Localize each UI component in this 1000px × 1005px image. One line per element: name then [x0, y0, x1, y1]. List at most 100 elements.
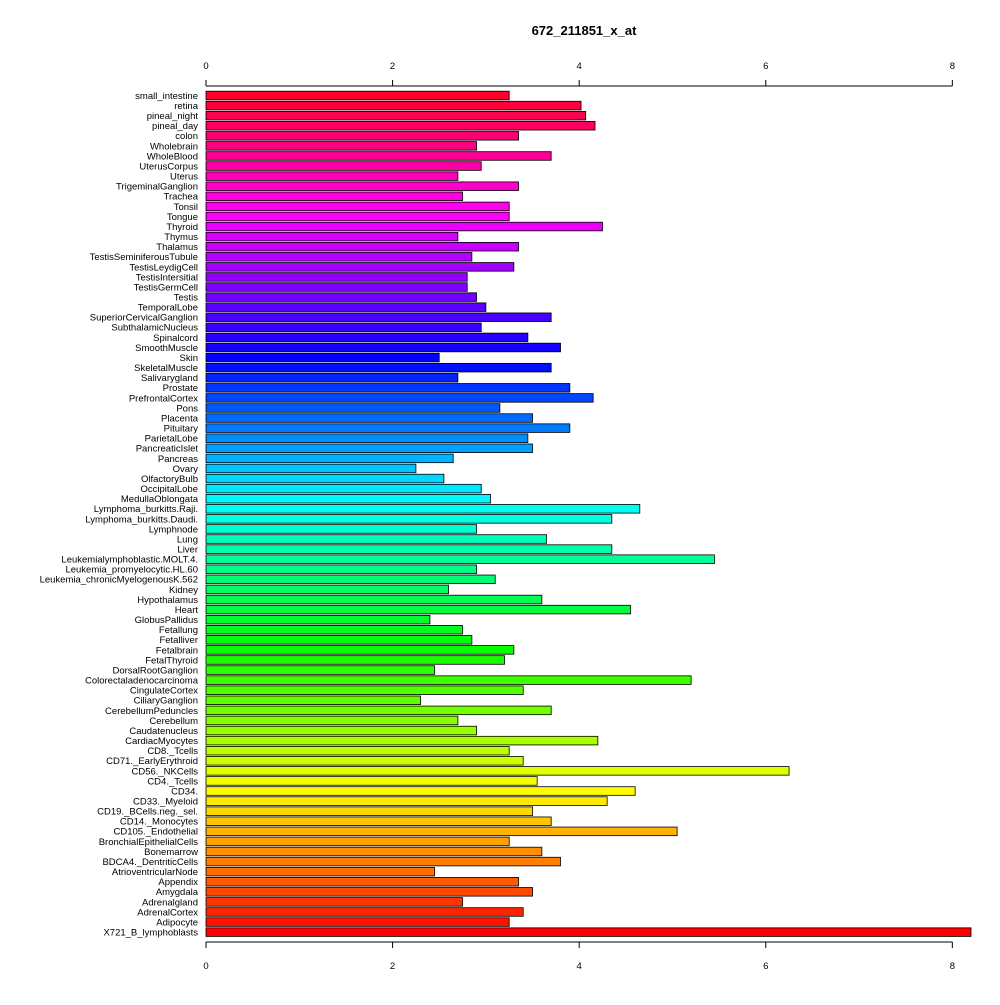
bar-Skin	[205, 352, 440, 363]
bar-FetalThyroid	[205, 655, 505, 665]
bar-AdrenalCortex	[205, 907, 524, 917]
tick-label-bottom: 6	[763, 961, 768, 972]
bar-Caudatenucleus	[205, 725, 477, 736]
bar-Adipocyte	[205, 917, 510, 927]
category-label: OccipitalLobe	[140, 484, 198, 495]
category-label: SubthalamicNucleus	[111, 323, 198, 334]
bar-Pituitary	[205, 423, 571, 433]
bottom-x-axis: 0 2 4 6 8	[203, 941, 955, 972]
category-label: Lymphoma_burkitts.Raji.	[94, 504, 198, 515]
bar-PrefrontalCortex	[205, 393, 594, 403]
tick-label-bottom: 2	[390, 961, 395, 972]
category-label: Adipocyte	[156, 917, 198, 928]
category-label: Colorectaladenocarcinoma	[85, 676, 199, 687]
category-label: Uterus	[170, 172, 198, 183]
bar-Thymus	[205, 231, 459, 242]
bar-Fetalbrain	[205, 645, 515, 655]
category-label: AtrioventricularNode	[112, 867, 198, 878]
bar-CD8._Tcells	[205, 746, 510, 756]
bar-GlobusPallidus	[205, 614, 431, 625]
category-label: Caudatenucleus	[129, 726, 198, 737]
bar-CiliaryGanglion	[205, 695, 421, 706]
category-label: Thyroid	[166, 222, 198, 233]
bar-Amygdala	[205, 887, 533, 897]
bar-Appendix	[205, 877, 519, 887]
bar-Adrenalgland	[205, 897, 463, 907]
category-label: DorsalRootGanglion	[112, 665, 198, 676]
bar-Liver	[205, 544, 613, 554]
bar-MedullaOblongata	[205, 493, 491, 504]
category-label: TestisGermCell	[134, 282, 198, 293]
category-label: PancreaticIslet	[136, 444, 199, 455]
bar-Leukemia_chronicMyelogenousK.562	[205, 574, 496, 585]
category-label: Pancreas	[158, 454, 198, 465]
category-label: CiliaryGanglion	[134, 696, 198, 707]
category-label: Appendix	[158, 877, 198, 888]
top-x-axis: 0 2 4 6 8	[203, 61, 955, 87]
tick-label-top: 4	[577, 61, 582, 72]
bar-TestisSeminiferousTubule	[205, 252, 473, 262]
category-label: MedullaOblongata	[121, 494, 199, 505]
category-label: Tongue	[167, 212, 198, 223]
category-label: X721_B_lymphoblasts	[103, 928, 198, 939]
category-label: BronchialEpithelialCells	[99, 837, 199, 848]
category-label: Hypothalamus	[137, 595, 198, 606]
category-label: AdrenalCortex	[137, 907, 198, 918]
tick-label-top: 0	[203, 61, 208, 72]
bar-Trachea	[205, 191, 463, 202]
category-label: CD4._Tcells	[147, 776, 198, 787]
bar-CerebellumPeduncles	[205, 705, 552, 716]
category-label: colon	[175, 131, 198, 142]
bar-Colorectaladenocarcinoma	[205, 675, 692, 685]
bar-TestisIntersitial	[205, 272, 468, 282]
category-label: Placenta	[161, 413, 199, 424]
category-label: CD34.	[171, 786, 198, 797]
category-label: Thalamus	[156, 242, 198, 253]
category-label: Heart	[175, 605, 199, 616]
bars-group	[205, 90, 972, 937]
bar-Prostate	[205, 383, 571, 393]
bar-SuperiorCervicalGanglion	[205, 312, 552, 322]
tick-label-bottom: 0	[203, 961, 208, 972]
category-label: FetalThyroid	[145, 655, 198, 666]
category-label: SkeletalMuscle	[134, 363, 198, 374]
bar-Leukemia_promyelocytic.HL.60	[205, 564, 477, 574]
bar-Wholebrain	[205, 141, 477, 151]
bar-OlfactoryBulb	[205, 473, 445, 484]
category-label: pineal_night	[147, 111, 199, 122]
category-label: ParietalLobe	[145, 434, 198, 445]
bar-Tonsil	[205, 201, 510, 212]
bar-X721_B_lymphoblasts	[205, 927, 972, 937]
category-label: Fetalbrain	[156, 645, 198, 656]
bar-SmoothMuscle	[205, 342, 561, 353]
bar-Uterus	[205, 171, 459, 181]
category-label: Leukemia_chronicMyelogenousK.562	[40, 575, 198, 586]
category-label: CD14._Monocytes	[120, 817, 198, 828]
bar-Lymphnode	[205, 524, 477, 534]
bar-OccipitalLobe	[205, 483, 482, 494]
category-label: CD71._EarlyErythroid	[106, 756, 198, 767]
bar-UterusCorpus	[205, 161, 482, 171]
tick-label-top: 8	[950, 61, 955, 72]
category-label: Liver	[177, 545, 198, 556]
bar-CardiacMyocytes	[205, 735, 599, 746]
category-label: Cerebellum	[149, 716, 198, 727]
category-label: Lymphnode	[149, 524, 198, 535]
tick-label-top: 2	[390, 61, 395, 72]
bar-Fetallung	[205, 625, 463, 635]
category-label: Leukemia_promyelocytic.HL.60	[65, 565, 198, 576]
bar-CD71._EarlyErythroid	[205, 756, 524, 766]
bar-Placenta	[205, 413, 533, 423]
bar-small_intestine	[205, 90, 510, 101]
tick-label-top: 6	[763, 61, 768, 72]
category-label: Pons	[176, 403, 198, 414]
bar-WholeBlood	[205, 151, 552, 161]
category-label: CD105._Endothelial	[113, 827, 198, 838]
category-label: small_intestine	[135, 91, 198, 102]
bar-Lymphoma_burkitts.Raji.	[205, 504, 641, 514]
category-labels-group: small_intestineretinapineal_nightpineal_…	[40, 91, 199, 939]
category-label: CD8._Tcells	[147, 746, 198, 757]
category-label: Kidney	[169, 585, 198, 596]
category-label: Tonsil	[174, 202, 198, 213]
